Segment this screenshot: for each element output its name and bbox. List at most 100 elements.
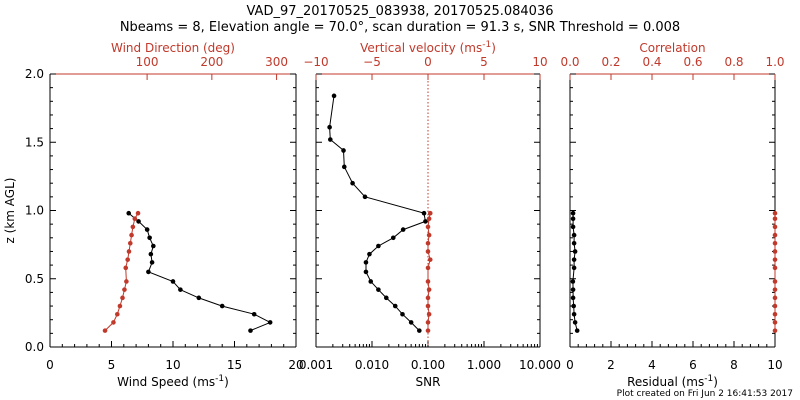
- x-bottom-tick-label: 0: [566, 358, 574, 372]
- data-point-snr: [376, 243, 381, 249]
- data-point-correlation: [772, 311, 778, 317]
- y-tick-label: 1.5: [25, 135, 44, 149]
- data-point-correlation: [772, 232, 778, 238]
- x-bottom-tick-label: 10: [165, 358, 180, 372]
- data-point-wind-direction: [117, 303, 123, 309]
- x-top-tick-label: 5: [480, 55, 488, 69]
- x-top-tick-label: −10: [303, 55, 328, 69]
- data-point-vertical-velocity: [426, 287, 432, 292]
- data-point-vertical-velocity: [425, 320, 431, 325]
- x-bottom-tick-label: 6: [689, 358, 697, 372]
- data-point-vertical-velocity: [426, 232, 432, 238]
- data-point-wind-speed: [170, 279, 176, 284]
- x-bottom-tick-label: 5: [108, 358, 116, 372]
- data-point-correlation: [772, 320, 778, 325]
- data-point-snr: [363, 269, 369, 275]
- data-point-snr: [327, 137, 333, 142]
- data-point-residual: [571, 303, 576, 309]
- data-point-vertical-velocity: [425, 295, 431, 301]
- figure-title-line1: VAD_97_20170525_083938, 20170525.084036: [247, 4, 554, 19]
- data-point-wind-direction: [126, 249, 132, 254]
- data-point-wind-direction: [124, 279, 129, 284]
- y-tick-label: 0.0: [25, 340, 44, 354]
- data-point-wind-speed: [251, 311, 257, 317]
- data-point-correlation: [772, 265, 778, 271]
- series-line-snr: [329, 95, 426, 331]
- data-point-wind-speed: [219, 303, 225, 309]
- x-bottom-axis-label: SNR: [416, 375, 441, 389]
- data-point-snr: [350, 180, 355, 186]
- data-point-wind-direction: [123, 265, 129, 271]
- y-tick-label: 1.0: [25, 204, 44, 218]
- data-point-wind-direction: [120, 295, 125, 301]
- data-point-correlation: [772, 295, 778, 301]
- data-point-vertical-velocity: [425, 249, 431, 254]
- y-tick-label: 2.0: [25, 67, 44, 81]
- data-point-correlation: [772, 328, 778, 333]
- data-point-snr: [367, 251, 372, 257]
- data-point-residual: [572, 320, 578, 325]
- x-top-tick-label: 100: [136, 55, 159, 69]
- x-top-tick-label: 300: [265, 55, 288, 69]
- data-point-correlation: [772, 216, 778, 221]
- x-top-axis-label: Correlation: [639, 41, 705, 55]
- data-point-correlation: [772, 279, 778, 284]
- x-top-axis-label: Vertical velocity (ms-1): [360, 40, 496, 55]
- data-point-vertical-velocity: [425, 265, 431, 271]
- x-bottom-tick-label: 2: [607, 358, 615, 372]
- x-top-tick-label: 0.6: [683, 55, 702, 69]
- data-point-vertical-velocity: [427, 257, 433, 262]
- data-point-wind-direction: [111, 320, 116, 325]
- data-point-vertical-velocity: [425, 224, 431, 230]
- data-point-vertical-velocity: [425, 240, 431, 246]
- data-point-snr: [376, 287, 381, 292]
- data-point-wind-speed: [248, 328, 253, 333]
- data-point-residual: [571, 232, 577, 238]
- data-point-residual: [570, 210, 576, 216]
- data-point-wind-direction: [115, 311, 120, 317]
- x-top-tick-label: 0.8: [724, 55, 743, 69]
- data-point-residual: [571, 240, 577, 246]
- x-bottom-tick-label: 8: [730, 358, 738, 372]
- data-point-snr: [341, 164, 347, 170]
- data-point-correlation: [772, 224, 778, 230]
- data-point-residual: [570, 216, 576, 221]
- data-point-vertical-velocity: [425, 303, 431, 309]
- data-point-vertical-velocity: [426, 216, 432, 221]
- data-point-wind-direction: [127, 240, 133, 246]
- data-point-snr: [392, 303, 398, 309]
- x-top-tick-label: 1.0: [765, 55, 784, 69]
- x-top-tick-label: 0.4: [642, 55, 661, 69]
- data-point-vertical-velocity: [425, 328, 431, 333]
- x-bottom-tick-label: 20: [288, 358, 303, 372]
- data-point-residual: [571, 311, 577, 317]
- series-line-wind-direction: [104, 212, 139, 331]
- x-top-axis-label: Wind Direction (deg): [111, 41, 235, 55]
- data-point-correlation: [772, 287, 778, 292]
- data-point-snr: [327, 124, 332, 130]
- data-point-wind-speed: [136, 219, 141, 224]
- data-point-correlation: [772, 240, 778, 246]
- data-point-snr: [331, 93, 337, 99]
- x-bottom-tick-label: 10.000: [519, 358, 561, 372]
- data-point-snr: [362, 194, 368, 200]
- data-point-vertical-velocity: [425, 279, 431, 284]
- data-point-residual: [571, 257, 577, 262]
- x-top-tick-label: 0.2: [601, 55, 620, 69]
- data-point-wind-direction: [129, 232, 134, 238]
- data-point-residual: [570, 224, 576, 230]
- data-point-wind-speed: [151, 243, 156, 249]
- x-top-tick-label: 0: [424, 55, 432, 69]
- data-point-snr: [363, 260, 369, 265]
- data-point-correlation: [772, 303, 778, 309]
- data-point-wind-speed: [148, 251, 154, 257]
- data-point-snr: [390, 235, 396, 241]
- x-bottom-tick-label: 0.100: [411, 358, 445, 372]
- x-bottom-tick-label: 0: [46, 358, 54, 372]
- figure-title-line2: Nbeams = 8, Elevation angle = 70.0°, sca…: [120, 20, 680, 35]
- data-point-residual: [570, 287, 576, 292]
- panel-snr: 0.001 0.010 0.100 1.000 10.000 SNR −10 −5 0 5 10 Ve…: [299, 40, 561, 389]
- data-point-wind-speed: [144, 227, 150, 232]
- x-bottom-tick-label: 0.001: [299, 358, 333, 372]
